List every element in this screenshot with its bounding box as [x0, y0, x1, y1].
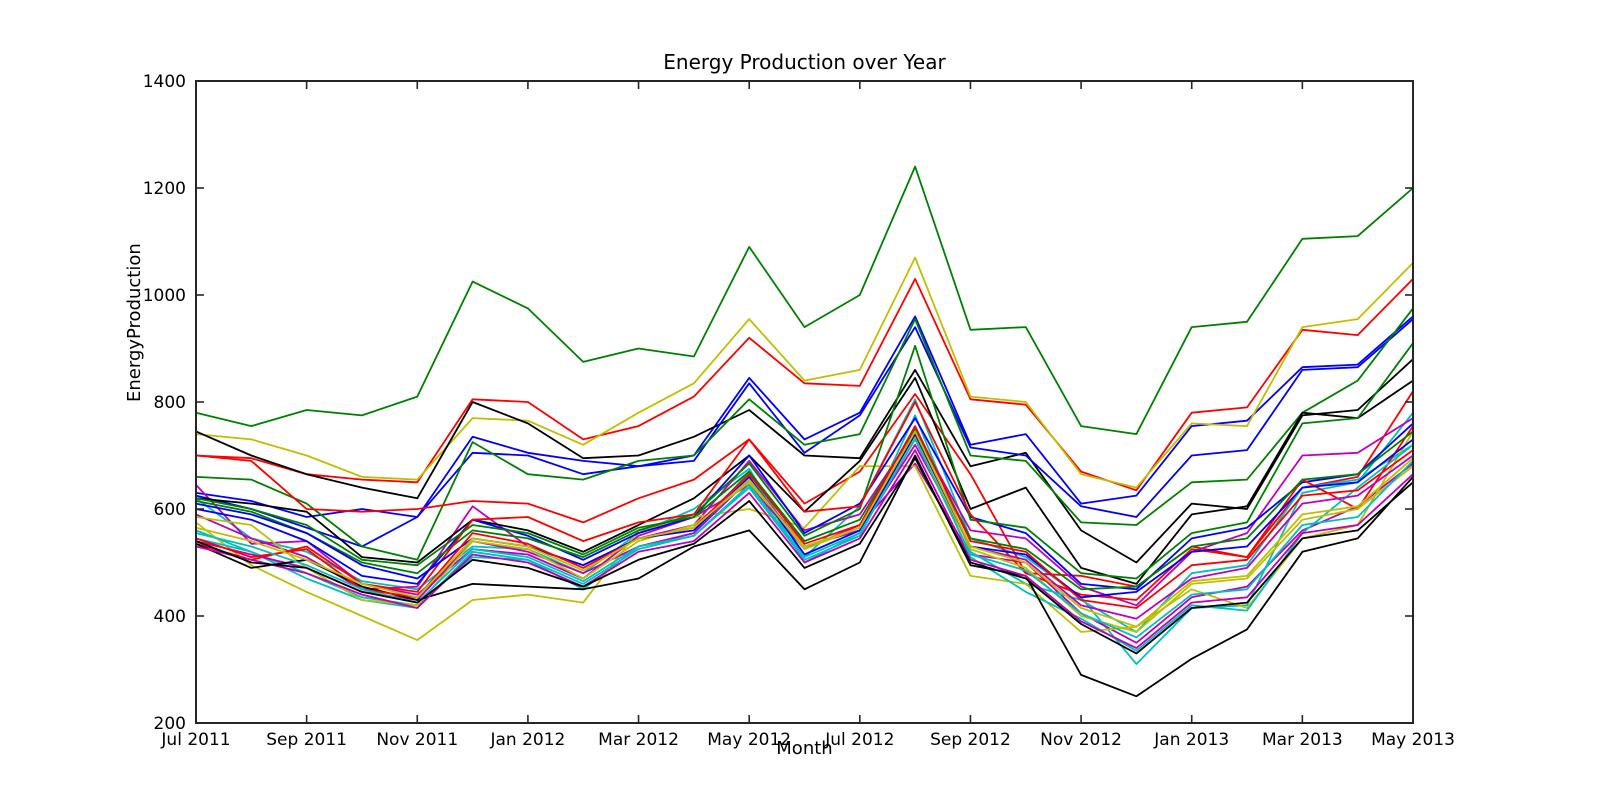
x-tick-label: May 2012	[707, 730, 791, 750]
x-tick-label: Nov 2012	[1040, 730, 1122, 750]
series-line-blue-2	[195, 318, 1414, 548]
series-line-black-4	[195, 457, 1414, 655]
y-tick-label: 1400	[143, 72, 186, 92]
x-axis-label: Month	[776, 738, 833, 759]
x-tick-label: Jan 2013	[1153, 730, 1229, 750]
chart-title: Energy Production over Year	[663, 50, 946, 74]
y-tick-label: 800	[154, 393, 186, 413]
series-line-black-1	[195, 358, 1414, 564]
x-tick-label: Jan 2012	[489, 730, 565, 750]
y-tick-label: 400	[154, 607, 186, 627]
y-tick-label: 200	[154, 714, 186, 734]
y-tick-label: 1200	[143, 179, 186, 199]
y-tick-label: 600	[154, 500, 186, 520]
x-tick-label: Sep 2012	[930, 730, 1011, 750]
x-tick-label: Sep 2011	[266, 730, 347, 750]
series-line-red-1	[195, 277, 1414, 492]
series-line-blue-3	[195, 417, 1414, 591]
series-line-blue-4	[195, 433, 1414, 599]
series-line-red-3	[195, 401, 1414, 601]
series-line-red-4	[195, 425, 1414, 609]
series-line-blue-1	[195, 315, 1414, 518]
series-line-yellow-2	[195, 430, 1414, 641]
x-tick-label: Jul 2011	[160, 730, 230, 750]
series-line-magenta-2	[195, 417, 1414, 607]
y-tick-label: 1000	[143, 286, 186, 306]
plot-spines	[195, 80, 1414, 724]
series-line-green-2	[195, 307, 1414, 561]
series-line-yellow-4	[195, 430, 1414, 628]
x-tick-label: Mar 2012	[598, 730, 679, 750]
series-line-magenta-4	[195, 449, 1414, 649]
series-line-green-4	[195, 427, 1414, 591]
x-tick-label: Jul 2012	[824, 730, 894, 750]
series-line-green-3	[195, 342, 1414, 580]
x-tick-label: Nov 2011	[376, 730, 458, 750]
series-line-green-1	[195, 165, 1414, 436]
series-line-yellow-1	[195, 256, 1414, 489]
x-tick-label: Mar 2013	[1262, 730, 1343, 750]
x-tick-label: May 2013	[1371, 730, 1455, 750]
